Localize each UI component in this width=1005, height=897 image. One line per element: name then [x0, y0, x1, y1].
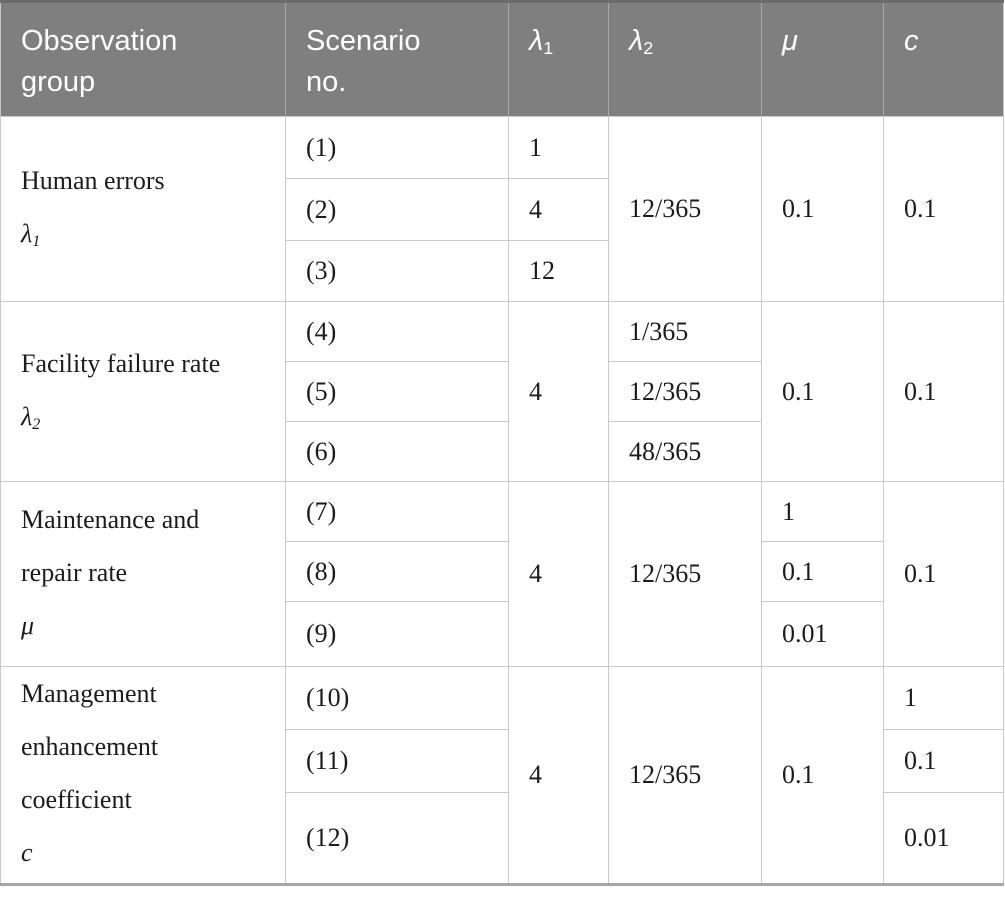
- group-label-line: Management: [21, 679, 157, 708]
- table-header-row: Observation group Scenario no. λ1 λ2 μ c: [0, 1, 1004, 117]
- group-symbol: λ1: [21, 207, 277, 264]
- scenario-number-cell: (3): [285, 240, 509, 302]
- observation-group-human-errors: Human errors λ1: [0, 116, 286, 302]
- scenario-number-cell: (2): [285, 178, 509, 241]
- lambda2-value-cell: 12/365: [608, 481, 762, 667]
- mu-value-cell: 0.01: [761, 601, 884, 667]
- lambda2-subscript: 2: [643, 38, 654, 59]
- scenario-number-cell: (1): [285, 116, 509, 179]
- lambda2-value-cell: 48/365: [608, 421, 762, 482]
- observation-group-maintenance-repair: Maintenance and repair rate μ: [0, 481, 286, 667]
- scenario-number-cell: (11): [285, 729, 509, 793]
- table-row: Facility failure rate λ2 (4) 4 1/365 0.1…: [0, 301, 1004, 482]
- observation-group-facility-failure: Facility failure rate λ2: [0, 301, 286, 482]
- header-observation-line1: Observation: [21, 25, 178, 57]
- lambda-symbol: λ: [629, 25, 644, 57]
- table-row: Human errors λ1 (1) 1 12/365 0.1 0.1: [0, 116, 1004, 302]
- table-row: (9) 0.01: [1, 601, 1004, 667]
- table-row: (2) 4: [1, 178, 1004, 241]
- mu-value-cell: 1: [761, 481, 884, 542]
- scenario-number-cell: (6): [285, 421, 509, 482]
- symbol-subscript: 2: [32, 415, 41, 433]
- lambda1-value-cell: 4: [508, 666, 609, 885]
- scenario-number-cell: (10): [285, 665, 509, 731]
- lambda1-value-cell: 4: [508, 178, 609, 241]
- lambda-symbol: λ: [529, 25, 544, 57]
- group-symbol: c: [21, 826, 277, 883]
- lambda1-value-cell: 4: [508, 301, 609, 482]
- lambda1-value-cell: 4: [508, 481, 609, 667]
- header-c: c: [883, 1, 1004, 117]
- table-row: (12) 0.01: [1, 791, 1004, 886]
- c-value-cell: 0.1: [883, 116, 1004, 302]
- table-row: Management enhancement coefficient c (10…: [0, 665, 1004, 885]
- group-symbol: μ: [21, 599, 277, 656]
- mu-symbol: μ: [782, 25, 798, 57]
- table-row: (8) 0.1: [1, 541, 1004, 602]
- lambda2-value-cell: 12/365: [608, 116, 762, 302]
- group-symbol: λ2: [21, 390, 277, 447]
- mu-value-cell: 0.1: [761, 116, 884, 302]
- header-scenario-line2: no.: [306, 65, 347, 98]
- header-lambda1: λ1: [508, 1, 609, 117]
- scenario-number-cell: (5): [285, 361, 509, 422]
- group-label-line: Facility failure rate: [21, 348, 221, 378]
- c-value-cell: 0.01: [883, 791, 1004, 886]
- header-lambda2: λ2: [608, 1, 762, 117]
- group-label-line: enhancement: [21, 732, 159, 761]
- header-scenario-line1: Scenario: [306, 25, 421, 57]
- group-label-line: Maintenance and: [21, 504, 200, 534]
- table-row: (5) 12/365: [1, 361, 1004, 422]
- table-row: (11) 0.1: [1, 729, 1004, 793]
- table-row: (3) 12: [1, 240, 1004, 302]
- header-observation-line2: group: [21, 65, 96, 98]
- c-value-cell: 0.1: [883, 481, 1004, 667]
- mu-value-cell: 0.1: [761, 666, 884, 885]
- c-symbol: c: [904, 25, 919, 57]
- lambda-symbol: λ: [21, 401, 33, 431]
- lambda1-subscript: 1: [543, 38, 554, 59]
- lambda1-value-cell: 12: [508, 240, 609, 302]
- table-row: Maintenance and repair rate μ (7) 4 12/3…: [0, 481, 1004, 667]
- lambda2-value-cell: 1/365: [608, 301, 762, 362]
- header-mu: μ: [761, 1, 884, 117]
- c-value-cell: 0.1: [883, 301, 1004, 482]
- header-observation-group: Observation group: [0, 1, 286, 117]
- mu-symbol: μ: [21, 610, 35, 640]
- symbol-subscript: 1: [32, 233, 41, 251]
- group-label-line: coefficient: [21, 785, 132, 814]
- lambda2-value-cell: 12/365: [608, 361, 762, 422]
- mu-value-cell: 0.1: [761, 301, 884, 482]
- observation-group-management-enhancement: Management enhancement coefficient c: [0, 666, 286, 885]
- scenario-number-cell: (9): [285, 601, 509, 667]
- group-label-line: repair rate: [21, 557, 128, 587]
- c-value-cell: 1: [883, 665, 1004, 731]
- lambda1-value-cell: 1: [508, 116, 609, 179]
- group-label-line: Human errors: [21, 166, 165, 195]
- scenario-number-cell: (7): [285, 481, 509, 542]
- c-symbol: c: [21, 838, 33, 867]
- header-scenario-no: Scenario no.: [285, 1, 509, 117]
- c-value-cell: 0.1: [883, 729, 1004, 793]
- lambda-symbol: λ: [21, 219, 33, 248]
- scenario-number-cell: (4): [285, 301, 509, 362]
- table-row: (6) 48/365: [1, 421, 1004, 482]
- scenario-number-cell: (8): [285, 541, 509, 602]
- lambda2-value-cell: 12/365: [608, 666, 762, 885]
- mu-value-cell: 0.1: [761, 541, 884, 602]
- scenario-number-cell: (12): [285, 791, 509, 886]
